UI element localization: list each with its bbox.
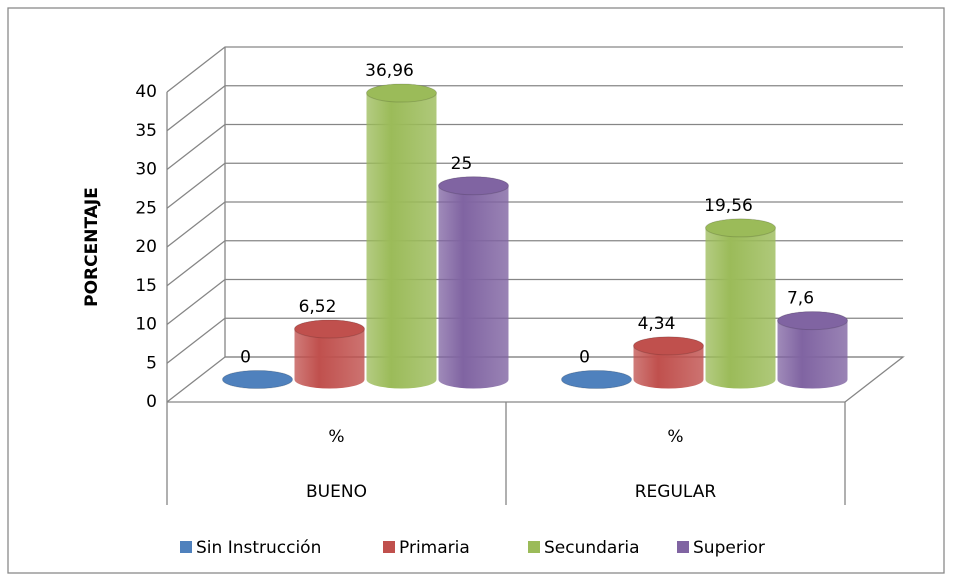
y-tick-label: 0	[146, 392, 157, 412]
value-label: 0	[240, 348, 251, 368]
bar	[366, 84, 437, 389]
bar	[438, 176, 509, 389]
bar-top	[633, 336, 704, 356]
x-tick-label: %	[667, 427, 683, 447]
value-label: 6,52	[299, 297, 337, 317]
bar-top	[438, 176, 509, 196]
bar	[777, 311, 848, 389]
value-label: 25	[451, 154, 473, 174]
legend-swatch	[677, 541, 689, 553]
bar-top	[777, 311, 848, 331]
legend-swatch	[528, 541, 540, 553]
legend-label: Primaria	[399, 538, 470, 558]
y-tick-label: 5	[146, 353, 157, 373]
y-tick-label: 25	[135, 198, 157, 218]
y-axis-title: PORCENTAJE	[82, 187, 102, 307]
group-label: REGULAR	[635, 482, 717, 502]
grid-line	[166, 240, 903, 287]
grid-line	[166, 278, 903, 326]
grid-line	[166, 201, 903, 248]
legend-label: Secundaria	[544, 538, 639, 558]
x-tick-label: %	[328, 427, 344, 447]
y-tick-label: 10	[135, 315, 157, 335]
value-label: 36,96	[365, 61, 414, 81]
y-tick-label: 35	[135, 121, 157, 141]
grid-line	[166, 317, 903, 364]
grid-line	[166, 46, 903, 93]
bar-top	[366, 83, 437, 103]
value-label: 0	[579, 348, 590, 368]
y-tick-label: 30	[135, 160, 157, 180]
value-label: 19,56	[704, 196, 753, 216]
legend-swatch	[383, 541, 395, 553]
bar-top	[222, 370, 293, 389]
value-label: 7,6	[787, 289, 814, 309]
legend-label: Superior	[693, 538, 765, 558]
bar-top	[705, 218, 776, 238]
bar-top	[561, 370, 632, 389]
group-label: BUENO	[306, 482, 367, 502]
y-tick-label: 20	[135, 237, 157, 257]
bar	[705, 218, 776, 389]
legend-label: Sin Instrucción	[196, 538, 321, 558]
grid-line	[166, 162, 903, 209]
grid-line	[166, 85, 903, 132]
grid-line	[166, 123, 903, 171]
legend-swatch	[180, 541, 192, 553]
value-label: 4,34	[638, 314, 676, 334]
y-tick-label: 15	[135, 276, 157, 296]
bar	[294, 319, 365, 389]
y-tick-label: 40	[135, 82, 157, 102]
bar-top	[294, 319, 365, 339]
